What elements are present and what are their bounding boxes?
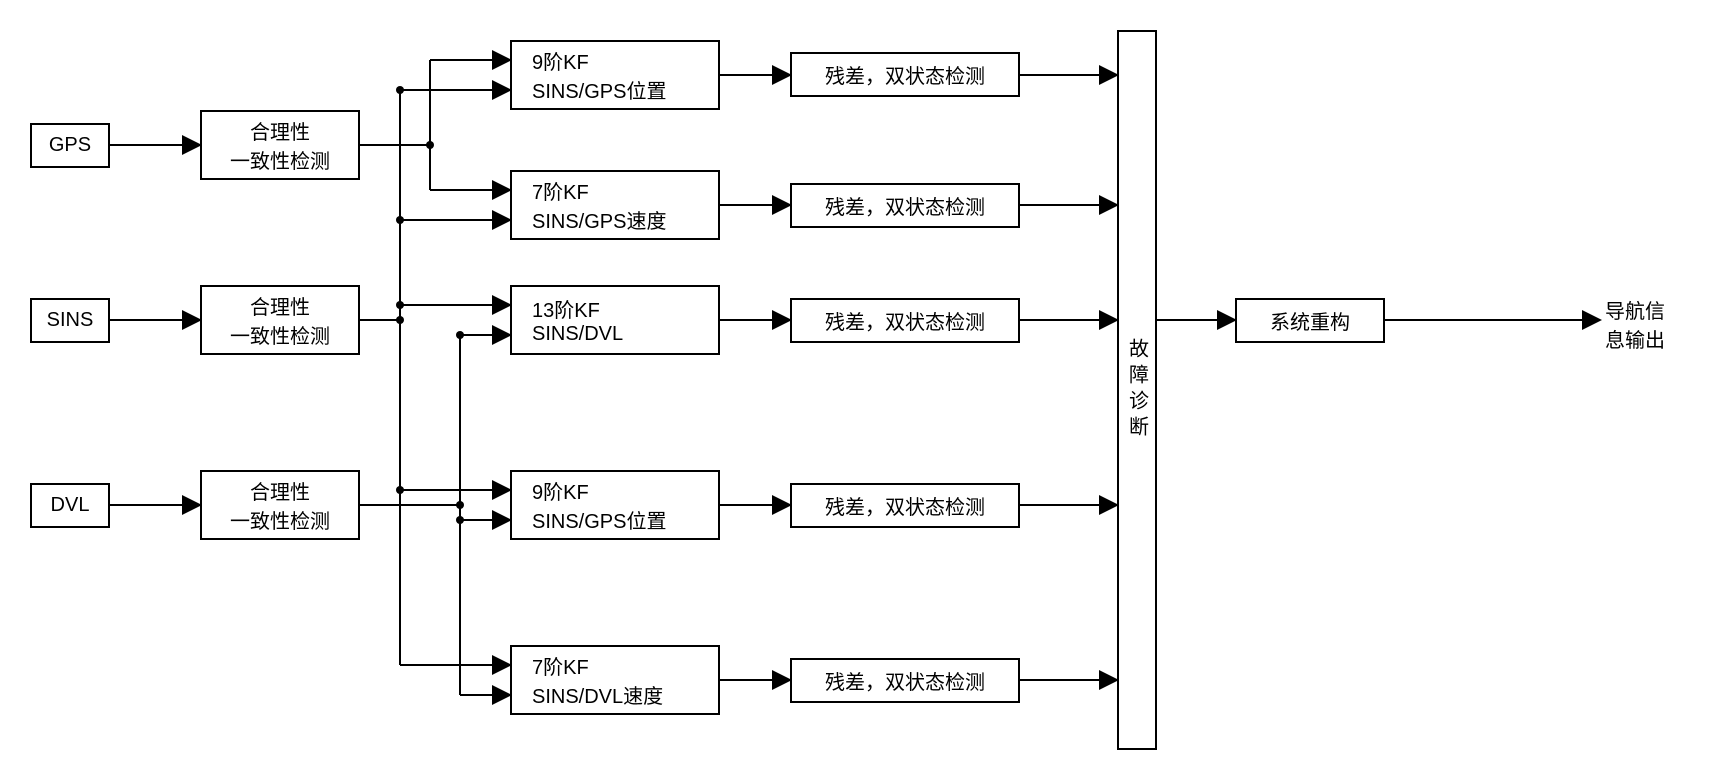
kf4-l1: 9阶KF [532,476,589,505]
system-reconstruct-label: 系统重构 [1270,306,1350,335]
kf5-l1: 7阶KF [532,651,589,680]
check-sins: 合理性 一致性检测 [200,285,360,355]
system-reconstruct: 系统重构 [1235,298,1385,343]
kf5-l2: SINS/DVL速度 [532,680,663,709]
source-dvl-label: DVL [51,494,90,517]
source-gps: GPS [30,123,110,168]
check-dvl: 合理性 一致性检测 [200,470,360,540]
kf2-l2: SINS/GPS速度 [532,205,666,234]
source-sins-label: SINS [47,309,94,332]
residual-4: 残差，双状态检测 [790,483,1020,528]
residual-3-label: 残差，双状态检测 [825,306,985,335]
kf2-l1: 7阶KF [532,176,589,205]
residual-5-label: 残差，双状态检测 [825,666,985,695]
nav-output: 导航信 息输出 [1605,295,1665,353]
fault-diagnosis: 故障诊断 [1117,30,1157,750]
kf1-l2: SINS/GPS位置 [532,75,666,104]
check-sins-line2: 一致性检测 [230,320,330,349]
kf3-l1: 13阶KF [532,294,600,323]
kf4-l2: SINS/GPS位置 [532,505,666,534]
check-gps-line1: 合理性 [250,116,310,145]
kf3-l2: SINS/DVL [532,323,623,346]
check-dvl-line2: 一致性检测 [230,505,330,534]
source-sins: SINS [30,298,110,343]
check-dvl-line1: 合理性 [250,476,310,505]
nav-output-l2: 息输出 [1605,324,1665,353]
fault-diagnosis-label: 故障诊断 [1123,338,1152,442]
check-gps-line2: 一致性检测 [230,145,330,174]
check-gps: 合理性 一致性检测 [200,110,360,180]
residual-1-label: 残差，双状态检测 [825,60,985,89]
residual-2: 残差，双状态检测 [790,183,1020,228]
kf1-l1: 9阶KF [532,46,589,75]
kf-3: 13阶KF SINS/DVL [510,285,720,355]
check-sins-line1: 合理性 [250,291,310,320]
residual-5: 残差，双状态检测 [790,658,1020,703]
kf-4: 9阶KF SINS/GPS位置 [510,470,720,540]
residual-4-label: 残差，双状态检测 [825,491,985,520]
residual-3: 残差，双状态检测 [790,298,1020,343]
kf-5: 7阶KF SINS/DVL速度 [510,645,720,715]
source-dvl: DVL [30,483,110,528]
kf-1: 9阶KF SINS/GPS位置 [510,40,720,110]
residual-2-label: 残差，双状态检测 [825,191,985,220]
source-gps-label: GPS [49,134,91,157]
nav-output-l1: 导航信 [1605,295,1665,324]
residual-1: 残差，双状态检测 [790,52,1020,97]
kf-2: 7阶KF SINS/GPS速度 [510,170,720,240]
